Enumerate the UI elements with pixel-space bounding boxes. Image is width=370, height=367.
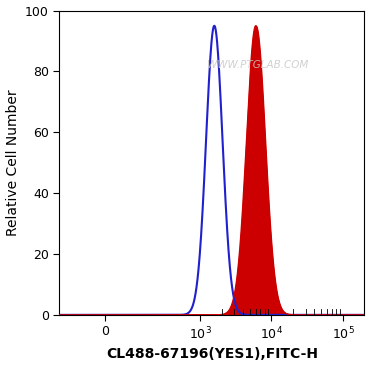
Text: WWW.PTGLAB.COM: WWW.PTGLAB.COM (207, 60, 308, 70)
X-axis label: CL488-67196(YES1),FITC-H: CL488-67196(YES1),FITC-H (106, 348, 318, 361)
Y-axis label: Relative Cell Number: Relative Cell Number (6, 90, 20, 236)
